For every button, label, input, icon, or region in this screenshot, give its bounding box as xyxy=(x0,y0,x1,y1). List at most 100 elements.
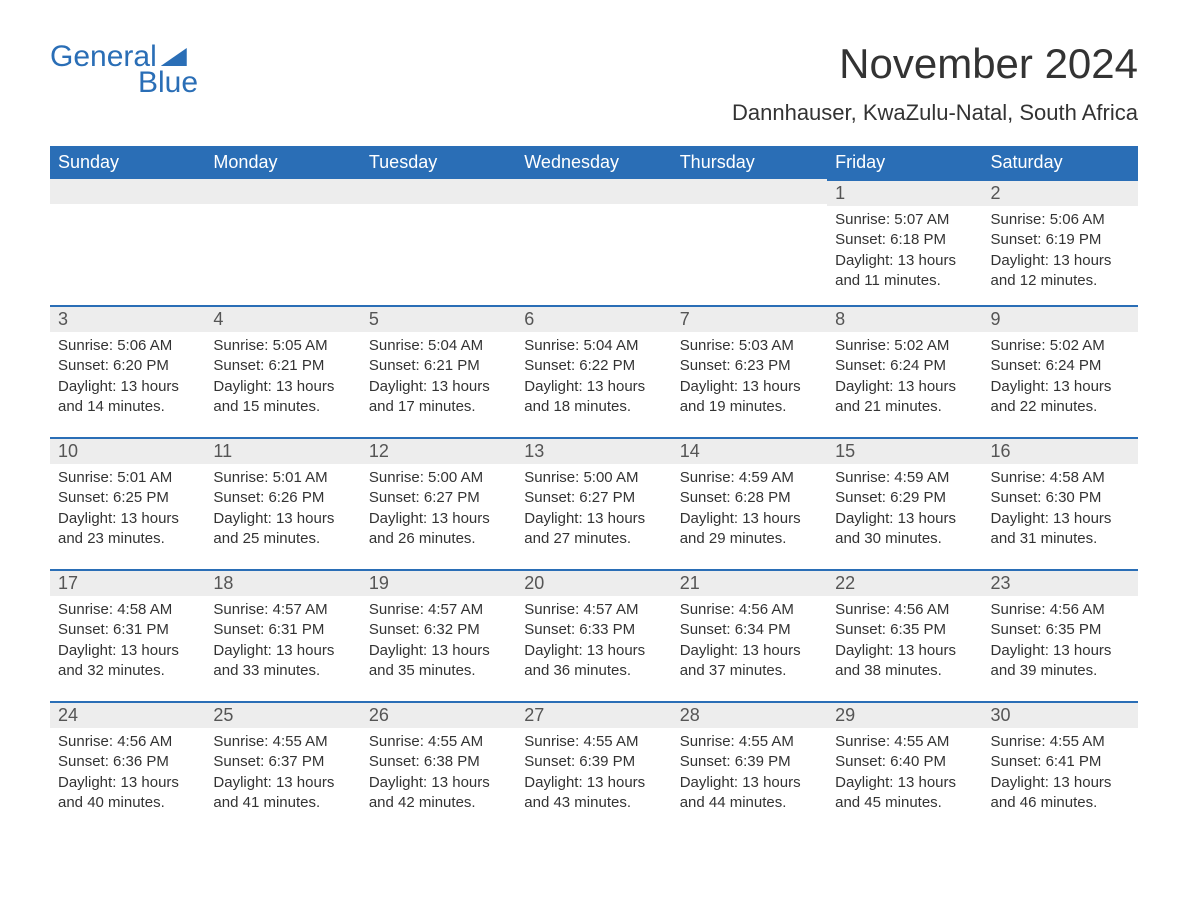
calendar-table: SundayMondayTuesdayWednesdayThursdayFrid… xyxy=(50,146,1138,833)
calendar-day-cell xyxy=(672,179,827,305)
calendar-day-cell: 4Sunrise: 5:05 AMSunset: 6:21 PMDaylight… xyxy=(205,305,360,437)
calendar-day-cell: 22Sunrise: 4:56 AMSunset: 6:35 PMDayligh… xyxy=(827,569,982,701)
day-number: 12 xyxy=(361,439,516,464)
day-number: 20 xyxy=(516,571,671,596)
day-number xyxy=(205,179,360,204)
day-details: Sunrise: 5:02 AMSunset: 6:24 PMDaylight:… xyxy=(983,332,1138,427)
calendar-day-cell: 21Sunrise: 4:56 AMSunset: 6:34 PMDayligh… xyxy=(672,569,827,701)
day-details: Sunrise: 4:55 AMSunset: 6:37 PMDaylight:… xyxy=(205,728,360,823)
month-title: November 2024 xyxy=(732,40,1138,88)
day-number: 25 xyxy=(205,703,360,728)
day-number: 14 xyxy=(672,439,827,464)
calendar-day-cell: 5Sunrise: 5:04 AMSunset: 6:21 PMDaylight… xyxy=(361,305,516,437)
calendar-day-cell: 14Sunrise: 4:59 AMSunset: 6:28 PMDayligh… xyxy=(672,437,827,569)
day-number: 22 xyxy=(827,571,982,596)
calendar-day-cell: 1Sunrise: 5:07 AMSunset: 6:18 PMDaylight… xyxy=(827,179,982,305)
calendar-day-cell: 8Sunrise: 5:02 AMSunset: 6:24 PMDaylight… xyxy=(827,305,982,437)
calendar-week-row: 24Sunrise: 4:56 AMSunset: 6:36 PMDayligh… xyxy=(50,701,1138,833)
calendar-day-cell: 13Sunrise: 5:00 AMSunset: 6:27 PMDayligh… xyxy=(516,437,671,569)
day-number xyxy=(50,179,205,204)
logo-triangle-icon xyxy=(161,48,187,66)
day-number: 16 xyxy=(983,439,1138,464)
day-number: 5 xyxy=(361,307,516,332)
day-number: 4 xyxy=(205,307,360,332)
weekday-header: Tuesday xyxy=(361,146,516,179)
day-number: 18 xyxy=(205,571,360,596)
weekday-header: Thursday xyxy=(672,146,827,179)
calendar-day-cell: 12Sunrise: 5:00 AMSunset: 6:27 PMDayligh… xyxy=(361,437,516,569)
calendar-day-cell xyxy=(50,179,205,305)
calendar-day-cell: 7Sunrise: 5:03 AMSunset: 6:23 PMDaylight… xyxy=(672,305,827,437)
calendar-week-row: 3Sunrise: 5:06 AMSunset: 6:20 PMDaylight… xyxy=(50,305,1138,437)
day-details: Sunrise: 5:04 AMSunset: 6:22 PMDaylight:… xyxy=(516,332,671,427)
calendar-day-cell: 27Sunrise: 4:55 AMSunset: 6:39 PMDayligh… xyxy=(516,701,671,833)
day-number: 13 xyxy=(516,439,671,464)
day-number: 6 xyxy=(516,307,671,332)
day-number: 17 xyxy=(50,571,205,596)
day-details: Sunrise: 4:55 AMSunset: 6:38 PMDaylight:… xyxy=(361,728,516,823)
weekday-header: Sunday xyxy=(50,146,205,179)
weekday-header: Wednesday xyxy=(516,146,671,179)
day-details: Sunrise: 5:00 AMSunset: 6:27 PMDaylight:… xyxy=(361,464,516,559)
calendar-day-cell: 2Sunrise: 5:06 AMSunset: 6:19 PMDaylight… xyxy=(983,179,1138,305)
day-number xyxy=(516,179,671,204)
day-number: 26 xyxy=(361,703,516,728)
day-details: Sunrise: 5:01 AMSunset: 6:25 PMDaylight:… xyxy=(50,464,205,559)
day-number: 3 xyxy=(50,307,205,332)
calendar-day-cell: 23Sunrise: 4:56 AMSunset: 6:35 PMDayligh… xyxy=(983,569,1138,701)
day-details: Sunrise: 4:55 AMSunset: 6:40 PMDaylight:… xyxy=(827,728,982,823)
day-details: Sunrise: 4:59 AMSunset: 6:29 PMDaylight:… xyxy=(827,464,982,559)
day-number: 23 xyxy=(983,571,1138,596)
calendar-day-cell: 9Sunrise: 5:02 AMSunset: 6:24 PMDaylight… xyxy=(983,305,1138,437)
calendar-day-cell xyxy=(361,179,516,305)
day-details: Sunrise: 5:04 AMSunset: 6:21 PMDaylight:… xyxy=(361,332,516,427)
day-details: Sunrise: 4:57 AMSunset: 6:32 PMDaylight:… xyxy=(361,596,516,691)
day-details: Sunrise: 4:57 AMSunset: 6:33 PMDaylight:… xyxy=(516,596,671,691)
calendar-day-cell: 28Sunrise: 4:55 AMSunset: 6:39 PMDayligh… xyxy=(672,701,827,833)
day-number: 11 xyxy=(205,439,360,464)
day-details: Sunrise: 4:56 AMSunset: 6:36 PMDaylight:… xyxy=(50,728,205,823)
day-number: 8 xyxy=(827,307,982,332)
day-number: 15 xyxy=(827,439,982,464)
calendar-week-row: 17Sunrise: 4:58 AMSunset: 6:31 PMDayligh… xyxy=(50,569,1138,701)
day-details: Sunrise: 4:59 AMSunset: 6:28 PMDaylight:… xyxy=(672,464,827,559)
calendar-day-cell: 6Sunrise: 5:04 AMSunset: 6:22 PMDaylight… xyxy=(516,305,671,437)
logo: General Blue xyxy=(50,40,198,100)
calendar-day-cell: 20Sunrise: 4:57 AMSunset: 6:33 PMDayligh… xyxy=(516,569,671,701)
calendar-day-cell: 30Sunrise: 4:55 AMSunset: 6:41 PMDayligh… xyxy=(983,701,1138,833)
calendar-day-cell: 29Sunrise: 4:55 AMSunset: 6:40 PMDayligh… xyxy=(827,701,982,833)
day-details: Sunrise: 4:58 AMSunset: 6:31 PMDaylight:… xyxy=(50,596,205,691)
weekday-header-row: SundayMondayTuesdayWednesdayThursdayFrid… xyxy=(50,146,1138,179)
logo-text-2: Blue xyxy=(138,66,198,100)
calendar-day-cell xyxy=(205,179,360,305)
day-details: Sunrise: 4:57 AMSunset: 6:31 PMDaylight:… xyxy=(205,596,360,691)
calendar-day-cell: 11Sunrise: 5:01 AMSunset: 6:26 PMDayligh… xyxy=(205,437,360,569)
day-number: 7 xyxy=(672,307,827,332)
page-header: General Blue November 2024 Dannhauser, K… xyxy=(50,40,1138,138)
day-number: 19 xyxy=(361,571,516,596)
day-number: 30 xyxy=(983,703,1138,728)
day-details: Sunrise: 5:07 AMSunset: 6:18 PMDaylight:… xyxy=(827,206,982,301)
calendar-week-row: 10Sunrise: 5:01 AMSunset: 6:25 PMDayligh… xyxy=(50,437,1138,569)
day-details: Sunrise: 4:55 AMSunset: 6:41 PMDaylight:… xyxy=(983,728,1138,823)
calendar-day-cell: 16Sunrise: 4:58 AMSunset: 6:30 PMDayligh… xyxy=(983,437,1138,569)
day-number: 27 xyxy=(516,703,671,728)
calendar-day-cell: 10Sunrise: 5:01 AMSunset: 6:25 PMDayligh… xyxy=(50,437,205,569)
calendar-day-cell: 17Sunrise: 4:58 AMSunset: 6:31 PMDayligh… xyxy=(50,569,205,701)
day-details: Sunrise: 4:55 AMSunset: 6:39 PMDaylight:… xyxy=(672,728,827,823)
calendar-day-cell: 15Sunrise: 4:59 AMSunset: 6:29 PMDayligh… xyxy=(827,437,982,569)
title-block: November 2024 Dannhauser, KwaZulu-Natal,… xyxy=(732,40,1138,138)
day-details: Sunrise: 5:06 AMSunset: 6:20 PMDaylight:… xyxy=(50,332,205,427)
day-number xyxy=(672,179,827,204)
calendar-day-cell: 18Sunrise: 4:57 AMSunset: 6:31 PMDayligh… xyxy=(205,569,360,701)
day-details: Sunrise: 5:03 AMSunset: 6:23 PMDaylight:… xyxy=(672,332,827,427)
day-number: 10 xyxy=(50,439,205,464)
calendar-day-cell: 25Sunrise: 4:55 AMSunset: 6:37 PMDayligh… xyxy=(205,701,360,833)
day-details: Sunrise: 5:06 AMSunset: 6:19 PMDaylight:… xyxy=(983,206,1138,301)
day-details: Sunrise: 5:01 AMSunset: 6:26 PMDaylight:… xyxy=(205,464,360,559)
calendar-day-cell xyxy=(516,179,671,305)
day-number: 9 xyxy=(983,307,1138,332)
weekday-header: Saturday xyxy=(983,146,1138,179)
weekday-header: Monday xyxy=(205,146,360,179)
day-number xyxy=(361,179,516,204)
